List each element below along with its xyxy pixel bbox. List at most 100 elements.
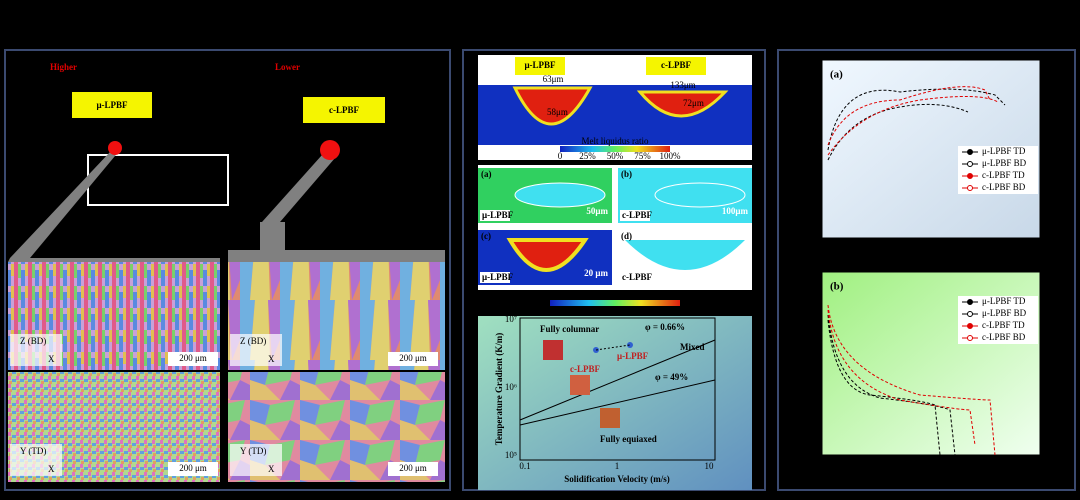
panel-label: c-LPBF [622,210,652,220]
shape [550,300,680,306]
shape [10,150,120,258]
x-tick-label: 10 [705,461,715,471]
bar-tick: 100% [660,151,682,161]
panel-label: μ-LPBF [482,210,514,220]
panel-tag: (c) [481,231,491,241]
shape [543,340,563,360]
scale-bar: 200 μm [179,463,207,473]
scale-bar: 100μm [722,206,749,216]
bar-tick: 0 [548,305,553,315]
label-box [620,210,650,221]
panel-tag: (b) [830,281,844,293]
bar-title: Melt liquidus ratio [582,136,649,146]
dimension: 58μm [547,107,568,117]
axis-box [230,334,282,366]
shape [228,250,445,262]
legend-box [958,296,1038,308]
y-tick-label: 10⁷ [505,314,517,324]
scale-bar: 200 μm [399,353,427,363]
legend-label: μ-LPBF TD [982,296,1026,306]
legend-label: μ-LPBF BD [982,308,1027,318]
scale-bar: 20 μm [584,268,608,278]
legend-marker [967,185,973,191]
legend-marker [967,299,973,305]
dimension: 133μm [670,80,695,90]
shape [827,309,976,446]
group: 0 2.0e6 4.0e6 6.0e6 8.0e6 [548,305,691,315]
bar-tick: 50% [607,151,624,161]
melt-label: c-LPBF [661,60,691,70]
shape [827,95,999,156]
legend-box [958,146,1038,158]
shape [827,86,991,146]
label-box [480,272,510,283]
scale-bar: 200 μm [179,353,207,363]
scale-bar: 50μm [586,206,608,216]
label-lower: Lower [275,62,300,72]
legend-box [958,158,1038,170]
panel-tag: (b) [621,169,632,179]
y-axis-title: Temperature Gradient (K/m) [494,333,504,445]
shape [506,238,589,272]
shape [636,90,729,118]
conv-label: c-LPBF [329,105,359,115]
shape [260,222,285,250]
legend-marker [967,173,973,179]
scale-box [388,462,438,476]
legend-label: c-LPBF TD [982,320,1025,330]
shape [600,408,620,428]
group: 0 25% 50% 75% 100% [558,151,681,161]
legend-box [958,170,1038,182]
legend-box [958,182,1038,194]
legend-label: μ-LPBF TD [982,146,1026,156]
bar-title: Cooling rate(K/s) [583,289,646,299]
y-tick-label: 10⁶ [505,382,517,392]
shape [262,155,335,222]
shape [827,304,996,456]
axis-label: Z (BD) [240,336,266,346]
bar-tick: 4.0e6 [605,305,625,315]
axis-box [10,334,62,366]
bar-tick: 75% [634,151,651,161]
axis-label: X [268,354,275,364]
shape [827,314,956,456]
shape [72,92,152,118]
group: Z (BD)X 200 μmZ (BD)X 200 μmY (TD)X 200 μmY… [10,334,438,476]
shape [627,342,633,348]
shape [595,344,631,351]
annotation: Fully equiaxed [600,434,657,444]
micro-label: μ-LPBF [96,100,128,110]
axis-label: X [48,354,55,364]
shape [515,57,565,75]
shape [570,375,590,395]
scale-box [168,352,218,366]
group: Temperature Gradient (K/m) Solidification… [494,314,714,484]
shape [303,97,385,123]
bar-tick: 0 [558,151,563,161]
dimension: 63μm [543,74,564,84]
panel-tag: (a) [830,69,843,81]
scale-bar: 40 μm [724,268,748,278]
group: (a) μ-LPBF TD μ-LPBF BD c-LPBF TD c-LPBF BD (… [830,69,1038,344]
legend-box [958,320,1038,332]
annotation: Mixed [680,342,705,352]
shape [560,146,670,152]
group: (a) μ-LPBF 50μm (b) c-LPBF 100μm (c) μ-LPBF 20 μ… [480,169,748,283]
legend-label: c-LPBF BD [982,332,1026,342]
legend-label: c-LPBF BD [982,182,1026,192]
legend-marker [967,335,973,341]
x-axis-title: Solidification Velocity (m/s) [564,474,670,484]
bar-tick: 2.0e6 [573,305,593,315]
axis-box [10,444,62,476]
shape [646,57,706,75]
y-tick-label: 10⁵ [505,450,517,460]
x-tick-label: 1 [615,461,620,471]
legend-label: c-LPBF TD [982,170,1025,180]
bar-tick: 8.0e6 [670,305,690,315]
annotation: c-LPBF [570,364,600,374]
shape [777,49,1076,491]
axis-label: Z (BD) [20,336,46,346]
shape [519,379,716,426]
axis-label: X [268,464,275,474]
